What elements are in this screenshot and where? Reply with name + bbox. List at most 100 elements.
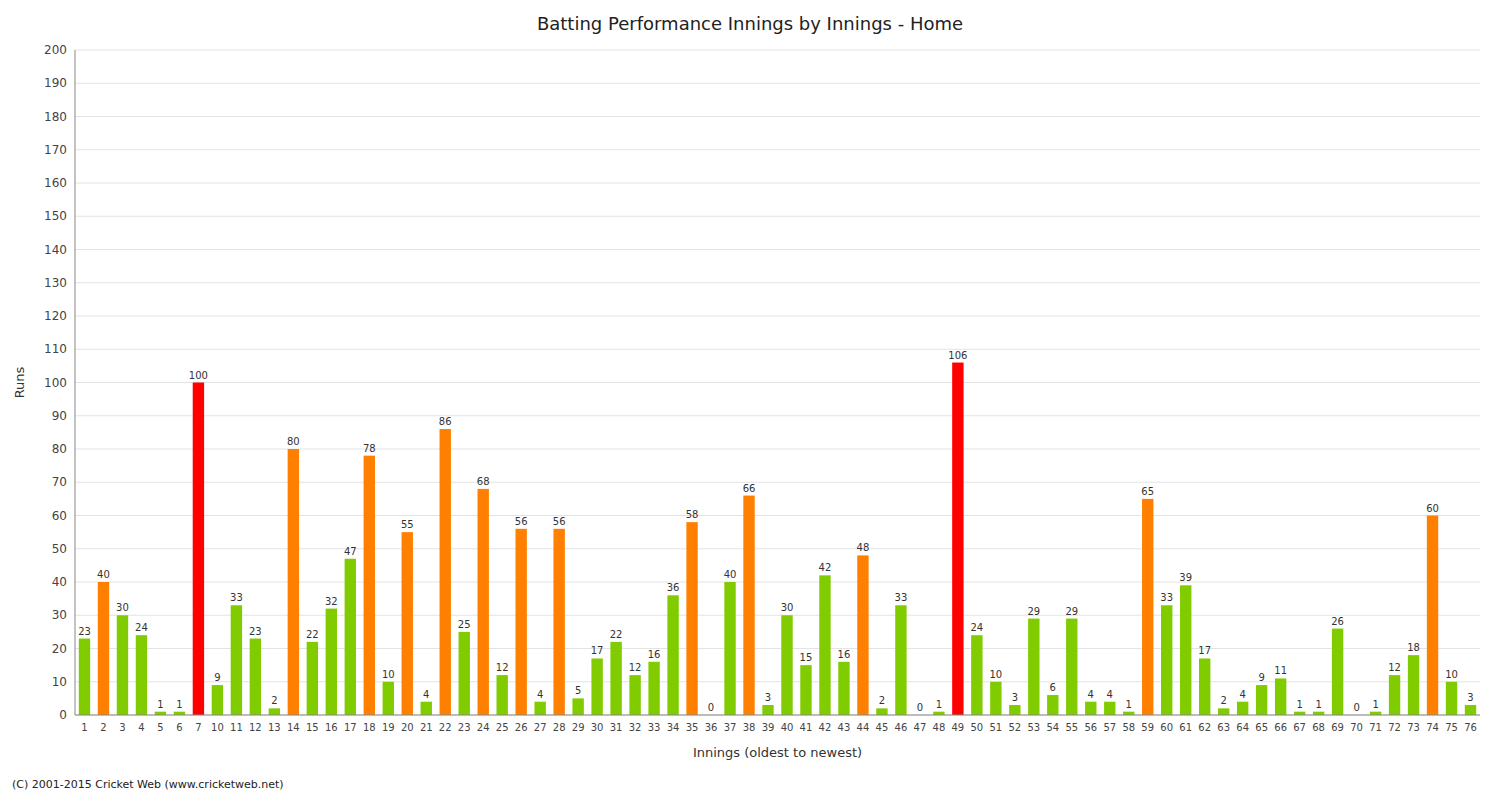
bar xyxy=(136,635,147,715)
bar xyxy=(364,456,375,715)
x-tick-label: 52 xyxy=(1008,722,1021,733)
data-label: 65 xyxy=(1141,486,1154,497)
y-tick-label: 100 xyxy=(44,376,67,390)
bar xyxy=(667,595,678,715)
y-tick-label: 70 xyxy=(52,475,67,489)
bar xyxy=(1066,619,1077,715)
x-tick-label: 32 xyxy=(629,722,642,733)
y-tick-label: 190 xyxy=(44,76,67,90)
x-tick-label: 74 xyxy=(1426,722,1439,733)
bar xyxy=(98,582,109,715)
y-tick-label: 200 xyxy=(44,43,67,57)
data-label: 106 xyxy=(948,350,967,361)
bar xyxy=(478,489,489,715)
x-tick-label: 55 xyxy=(1065,722,1078,733)
x-tick-label: 64 xyxy=(1236,722,1249,733)
data-label: 33 xyxy=(895,592,908,603)
data-label: 17 xyxy=(1198,645,1211,656)
x-tick-label: 26 xyxy=(515,722,528,733)
x-tick-label: 3 xyxy=(119,722,125,733)
data-label: 5 xyxy=(575,685,581,696)
data-label: 0 xyxy=(1353,702,1359,713)
y-tick-label: 130 xyxy=(44,276,67,290)
bar xyxy=(971,635,982,715)
x-tick-label: 16 xyxy=(325,722,338,733)
data-label: 56 xyxy=(553,516,566,527)
data-label: 24 xyxy=(135,622,148,633)
bar xyxy=(515,529,526,715)
data-label: 80 xyxy=(287,436,300,447)
bar xyxy=(193,383,204,716)
x-tick-label: 23 xyxy=(458,722,471,733)
x-tick-label: 50 xyxy=(970,722,983,733)
x-tick-label: 54 xyxy=(1046,722,1059,733)
data-label: 55 xyxy=(401,519,414,530)
grid xyxy=(75,50,1480,715)
data-label: 25 xyxy=(458,619,471,630)
grid-line xyxy=(75,648,1480,649)
footer: (C) 2001-2015 Cricket Web (www.cricketwe… xyxy=(12,778,284,791)
bar xyxy=(1199,658,1210,715)
grid-line xyxy=(75,615,1480,616)
data-label: 4 xyxy=(1107,689,1113,700)
grid-line xyxy=(75,715,1480,716)
x-tick-label: 15 xyxy=(306,722,319,733)
x-tick-label: 17 xyxy=(344,722,357,733)
x-tick-label: 57 xyxy=(1103,722,1116,733)
x-tick-label: 33 xyxy=(648,722,661,733)
bar xyxy=(1218,708,1229,715)
x-tick-label: 76 xyxy=(1464,722,1477,733)
bar xyxy=(1104,702,1115,715)
bar xyxy=(288,449,299,715)
grid-line xyxy=(75,548,1480,549)
grid-line xyxy=(75,482,1480,483)
bar xyxy=(326,609,337,715)
grid-line xyxy=(75,382,1480,383)
x-tick-label: 67 xyxy=(1293,722,1306,733)
x-tick-label: 43 xyxy=(838,722,851,733)
data-label: 12 xyxy=(629,662,642,673)
x-tick-label: 40 xyxy=(781,722,794,733)
bar xyxy=(990,682,1001,715)
data-label: 2 xyxy=(271,695,277,706)
y-tick-label: 110 xyxy=(44,342,67,356)
y-tick-label: 0 xyxy=(59,708,67,722)
data-label: 100 xyxy=(189,370,208,381)
chart: 0102030405060708090100110120130140150160… xyxy=(0,0,1500,800)
data-label: 78 xyxy=(363,443,376,454)
data-label: 6 xyxy=(1050,682,1056,693)
data-label: 12 xyxy=(496,662,509,673)
bar xyxy=(743,496,754,715)
grid-line xyxy=(75,415,1480,416)
y-tick-label: 90 xyxy=(52,409,67,423)
bar xyxy=(459,632,470,715)
y-tick-label: 80 xyxy=(52,442,67,456)
data-label: 48 xyxy=(857,542,870,553)
bar xyxy=(553,529,564,715)
bar xyxy=(819,575,830,715)
bar xyxy=(1446,682,1457,715)
bar xyxy=(1180,585,1191,715)
x-tick-label: 34 xyxy=(667,722,680,733)
x-tick-label: 18 xyxy=(363,722,376,733)
data-label: 11 xyxy=(1274,665,1287,676)
x-tick-label: 10 xyxy=(211,722,224,733)
bar xyxy=(1389,675,1400,715)
data-label: 4 xyxy=(537,689,543,700)
x-tick-label: 6 xyxy=(176,722,182,733)
data-label: 15 xyxy=(800,652,813,663)
bar xyxy=(307,642,318,715)
bar xyxy=(1427,516,1438,716)
bar xyxy=(79,639,90,715)
y-tick-label: 60 xyxy=(52,509,67,523)
grid-line xyxy=(75,316,1480,317)
y-tick-label: 20 xyxy=(52,642,67,656)
bar xyxy=(876,708,887,715)
bar xyxy=(686,522,697,715)
bar xyxy=(1256,685,1267,715)
y-tick-label: 120 xyxy=(44,309,67,323)
data-label: 33 xyxy=(230,592,243,603)
bar xyxy=(421,702,432,715)
x-axis xyxy=(75,715,1480,716)
data-label: 1 xyxy=(157,699,163,710)
